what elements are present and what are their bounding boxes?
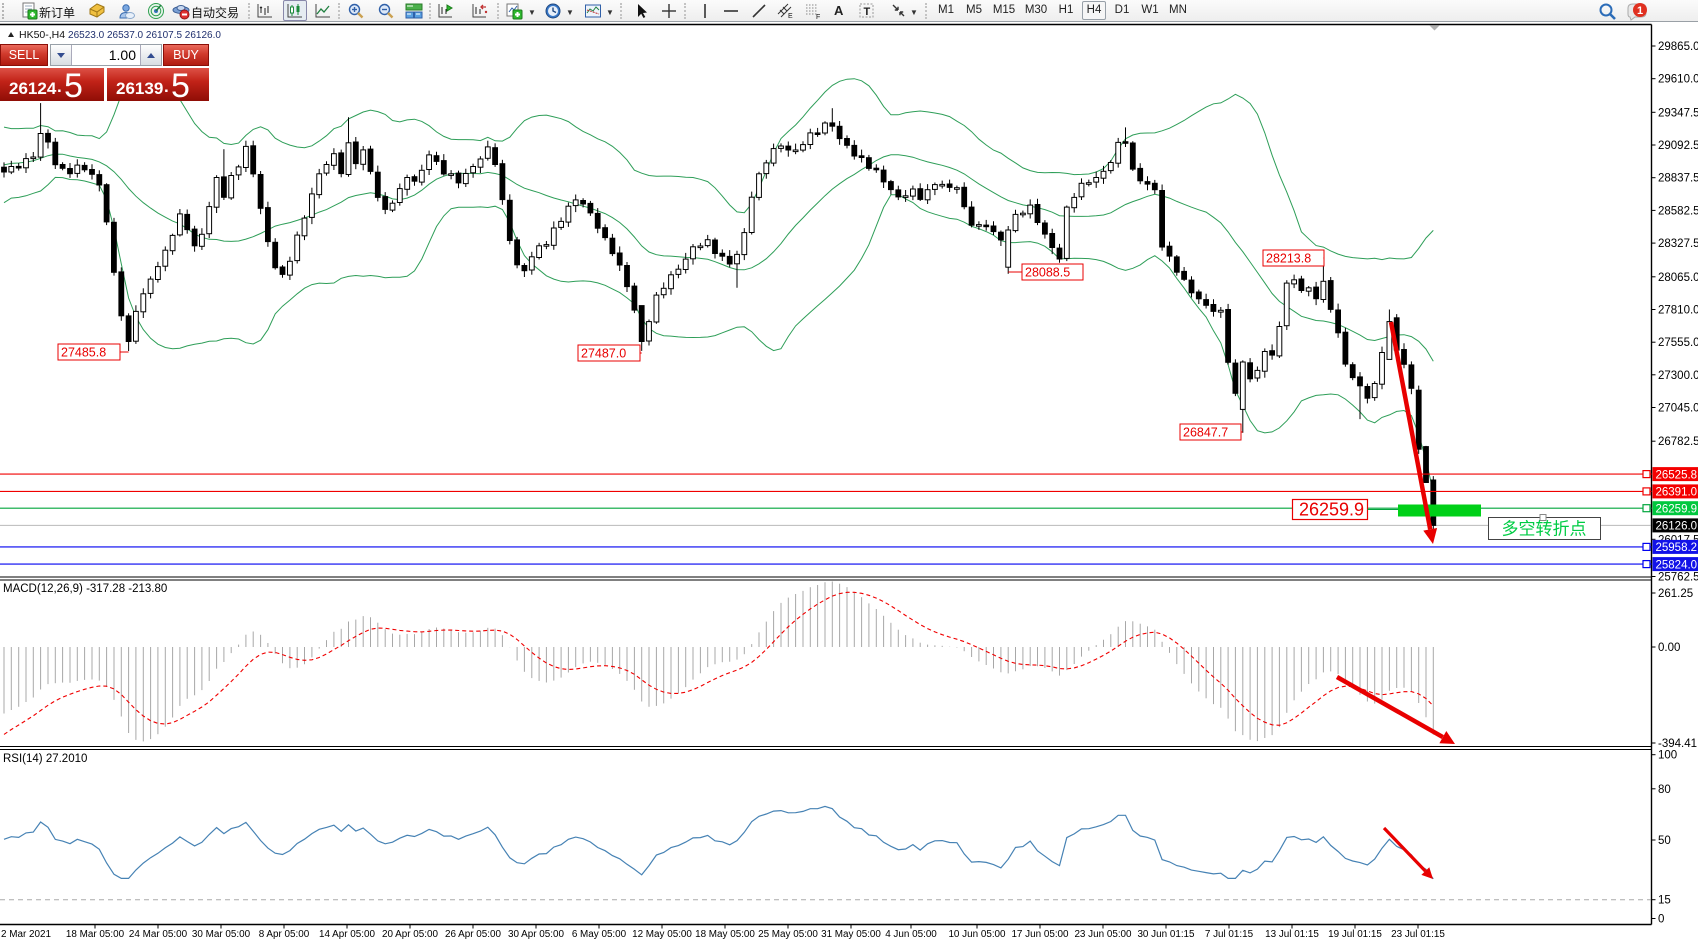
svg-text:27487.0: 27487.0 — [581, 347, 626, 361]
svg-text:24 Mar 05:00: 24 Mar 05:00 — [129, 929, 188, 940]
svg-text:1: 1 — [1637, 5, 1643, 17]
svg-text:0: 0 — [1658, 914, 1664, 926]
svg-text:50: 50 — [1658, 835, 1671, 847]
svg-text:26126.0: 26126.0 — [1656, 521, 1698, 533]
svg-text:28582.5: 28582.5 — [1658, 205, 1698, 217]
svg-text:25 May 05:00: 25 May 05:00 — [758, 929, 818, 940]
svg-text:T: T — [864, 6, 871, 18]
svg-text:7 Jul 01:15: 7 Jul 01:15 — [1205, 929, 1254, 940]
svg-text:28088.5: 28088.5 — [1025, 266, 1070, 280]
svg-text:80: 80 — [1658, 784, 1671, 796]
svg-text:MACD(12,26,9) -317.28 -213.80: MACD(12,26,9) -317.28 -213.80 — [3, 583, 167, 595]
svg-text:28065.0: 28065.0 — [1658, 272, 1698, 284]
svg-text:23 Jun 05:00: 23 Jun 05:00 — [1074, 929, 1132, 940]
svg-text:25824.0: 25824.0 — [1656, 559, 1698, 571]
svg-text:26391.0: 26391.0 — [1656, 487, 1698, 499]
svg-text:23 Jul 01:15: 23 Jul 01:15 — [1391, 929, 1445, 940]
svg-text:29347.5: 29347.5 — [1658, 107, 1698, 119]
svg-text:12 May 05:00: 12 May 05:00 — [632, 929, 692, 940]
svg-text:27555.0: 27555.0 — [1658, 337, 1698, 349]
svg-text:26525.8: 26525.8 — [1656, 469, 1698, 481]
svg-text:27300.0: 27300.0 — [1658, 370, 1698, 382]
svg-text:2 Mar 2021: 2 Mar 2021 — [1, 929, 51, 940]
svg-text:-394.41: -394.41 — [1658, 738, 1697, 750]
svg-text:20 Apr 05:00: 20 Apr 05:00 — [382, 929, 439, 940]
svg-text:27045.0: 27045.0 — [1658, 403, 1698, 415]
svg-text:15: 15 — [1658, 895, 1671, 907]
svg-text:29865.0: 29865.0 — [1658, 41, 1698, 53]
svg-text:28213.8: 28213.8 — [1266, 252, 1311, 266]
svg-text:F: F — [816, 14, 820, 20]
svg-text:多空转折点: 多空转折点 — [1502, 520, 1587, 539]
svg-text:26847.7: 26847.7 — [1183, 426, 1228, 440]
svg-text:30 Jun 01:15: 30 Jun 01:15 — [1137, 929, 1195, 940]
svg-text:28837.5: 28837.5 — [1658, 173, 1698, 185]
svg-text:26 Apr 05:00: 26 Apr 05:00 — [445, 929, 502, 940]
svg-text:27810.0: 27810.0 — [1658, 305, 1698, 317]
svg-text:30 Apr 05:00: 30 Apr 05:00 — [508, 929, 565, 940]
svg-text:18 May 05:00: 18 May 05:00 — [695, 929, 755, 940]
svg-text:14 Apr 05:00: 14 Apr 05:00 — [319, 929, 376, 940]
svg-text:31 May 05:00: 31 May 05:00 — [821, 929, 881, 940]
svg-text:4 Jun 05:00: 4 Jun 05:00 — [885, 929, 937, 940]
svg-text:29092.5: 29092.5 — [1658, 140, 1698, 152]
svg-text:100: 100 — [1658, 750, 1677, 762]
svg-text:28327.5: 28327.5 — [1658, 238, 1698, 250]
svg-text:30 Mar 05:00: 30 Mar 05:00 — [192, 929, 251, 940]
svg-text:19 Jul 01:15: 19 Jul 01:15 — [1328, 929, 1382, 940]
svg-text:26259.9: 26259.9 — [1299, 500, 1364, 520]
svg-text:0.00: 0.00 — [1658, 642, 1680, 654]
svg-text:8 Apr 05:00: 8 Apr 05:00 — [259, 929, 310, 940]
svg-text:17 Jun 05:00: 17 Jun 05:00 — [1011, 929, 1069, 940]
svg-text:29610.0: 29610.0 — [1658, 74, 1698, 86]
svg-text:261.25: 261.25 — [1658, 588, 1693, 600]
svg-text:6 May 05:00: 6 May 05:00 — [572, 929, 627, 940]
svg-text:RSI(14) 27.2010: RSI(14) 27.2010 — [3, 753, 87, 765]
svg-text:27485.8: 27485.8 — [61, 346, 106, 360]
svg-text:10 Jun 05:00: 10 Jun 05:00 — [948, 929, 1006, 940]
svg-text:26259.9: 26259.9 — [1656, 503, 1698, 515]
svg-text:25958.2: 25958.2 — [1656, 542, 1698, 554]
svg-text:13 Jul 01:15: 13 Jul 01:15 — [1265, 929, 1319, 940]
svg-text:18 Mar 05:00: 18 Mar 05:00 — [66, 929, 125, 940]
svg-text:E: E — [788, 13, 793, 20]
svg-text:26782.5: 26782.5 — [1658, 436, 1698, 448]
svg-text:25762.5: 25762.5 — [1658, 572, 1698, 584]
